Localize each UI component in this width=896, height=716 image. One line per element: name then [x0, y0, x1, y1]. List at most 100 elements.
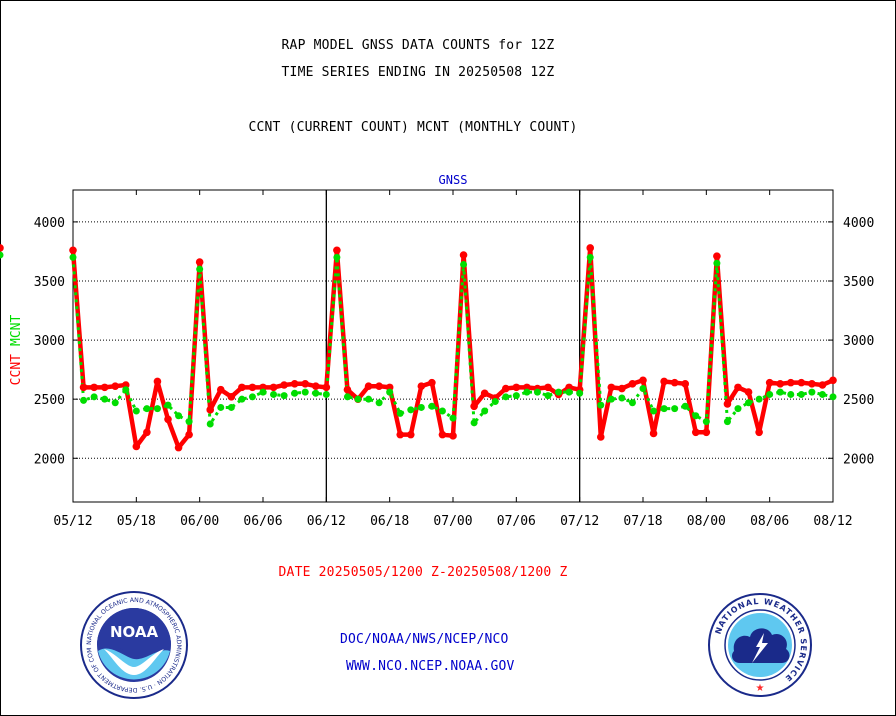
data-point-ccnt [248, 383, 257, 392]
data-point-mcnt [111, 399, 119, 407]
credit-line-1: DOC/NOAA/NWS/NCEP/NCO [340, 632, 509, 647]
data-point-mcnt [333, 253, 341, 261]
data-point-mcnt [206, 420, 214, 428]
y-axis-label-mcnt: MCNT [9, 315, 24, 346]
data-point-ccnt [227, 393, 236, 401]
data-point-mcnt [354, 395, 362, 403]
data-point-mcnt [808, 388, 816, 396]
data-point-mcnt [164, 401, 172, 409]
data-point-mcnt [291, 389, 299, 397]
xtick-label: 05/12 [53, 514, 92, 529]
noaa-logo-text: NOAA [110, 623, 159, 641]
data-point-ccnt [100, 383, 109, 392]
data-point-ccnt [501, 384, 510, 393]
data-point-ccnt [628, 380, 637, 388]
data-point-ccnt [449, 432, 457, 440]
data-point-ccnt [216, 385, 225, 394]
data-point-mcnt [597, 401, 605, 409]
nws-star-icon: ★ [756, 683, 765, 694]
data-point-ccnt [269, 383, 278, 392]
xtick-label: 08/00 [687, 514, 726, 529]
data-point-mcnt [607, 395, 615, 403]
data-point-mcnt [555, 388, 563, 396]
data-point-mcnt [523, 388, 531, 396]
data-point-ccnt [755, 428, 763, 437]
credit-line-2: WWW.NCO.NCEP.NOAA.GOV [346, 659, 515, 674]
data-point-ccnt [765, 378, 774, 387]
data-point-mcnt [702, 418, 710, 426]
data-point-mcnt [755, 395, 763, 403]
data-point-mcnt [818, 390, 826, 398]
data-point-ccnt [544, 383, 552, 392]
data-point-ccnt [797, 378, 806, 387]
data-point-mcnt [312, 389, 320, 397]
data-point-mcnt [438, 407, 446, 415]
xtick-label: 07/06 [497, 514, 536, 529]
data-point-mcnt [470, 419, 478, 427]
data-point-ccnt [174, 443, 183, 452]
data-point-mcnt [122, 386, 130, 394]
data-point-ccnt [69, 246, 77, 255]
xtick-label: 06/06 [243, 514, 282, 529]
data-point-mcnt [628, 399, 636, 407]
data-point-ccnt [723, 400, 732, 408]
data-point-ccnt [164, 415, 172, 424]
data-point-ccnt [322, 383, 331, 392]
data-point-ccnt [480, 389, 489, 398]
data-point-mcnt [692, 412, 700, 420]
xtick-label: 05/18 [117, 514, 156, 529]
data-point-mcnt [618, 394, 626, 402]
data-point-mcnt [343, 393, 351, 401]
ytick-label-left: 2000 [34, 452, 65, 467]
data-point-mcnt [69, 253, 77, 261]
data-point-ccnt [428, 378, 436, 387]
data-point-ccnt [111, 382, 120, 390]
data-point-mcnt [533, 388, 541, 396]
data-point-ccnt [713, 252, 721, 260]
data-point-ccnt [333, 246, 341, 255]
data-point-mcnt [481, 407, 489, 415]
ytick-label-right: 3000 [843, 334, 874, 349]
ytick-label-right: 2500 [843, 393, 874, 408]
data-point-mcnt [407, 406, 415, 414]
y-axis-label: CCNT MCNT [9, 315, 24, 386]
noaa-logo: NOAA NATIONAL OCEANIC AND ATMOSPHERIC AD… [80, 591, 188, 699]
data-point-mcnt [660, 405, 668, 413]
data-point-mcnt [322, 390, 330, 398]
data-point-mcnt [776, 388, 784, 396]
ytick-label-left: 4000 [34, 216, 65, 231]
data-point-ccnt [396, 430, 405, 439]
data-point-ccnt [406, 430, 415, 439]
data-point-mcnt [565, 388, 573, 396]
data-point-mcnt [428, 402, 436, 410]
data-point-ccnt [670, 378, 679, 387]
y-axis-label-ccnt: CCNT [9, 354, 24, 385]
data-point-ccnt [470, 402, 478, 411]
ytick-label-left: 2500 [34, 393, 65, 408]
data-point-mcnt [734, 405, 742, 413]
data-point-mcnt [449, 414, 457, 422]
panel-title: GNSS [439, 173, 468, 187]
data-point-ccnt [639, 376, 647, 385]
data-point-mcnt [153, 405, 161, 413]
xtick-label: 07/00 [433, 514, 472, 529]
data-point-mcnt [544, 392, 552, 400]
data-point-mcnt [586, 253, 594, 261]
data-point-ccnt [744, 388, 753, 396]
nws-logo: ★ NATIONAL WEATHER SERVICE [708, 593, 812, 697]
data-point-ccnt [185, 430, 193, 439]
xtick-label: 07/12 [560, 514, 599, 529]
data-point-ccnt [776, 380, 785, 388]
data-point-mcnt [301, 388, 309, 396]
chart-title-line2: TIME SERIES ENDING IN 20250508 12Z [281, 65, 555, 80]
data-point-ccnt [364, 382, 373, 390]
data-point-mcnt [502, 393, 510, 401]
data-point-ccnt [0, 244, 4, 252]
chart-subtitle: CCNT (CURRENT COUNT) MCNT (MONTHLY COUNT… [248, 120, 578, 135]
data-point-mcnt [143, 405, 151, 413]
data-point-mcnt [766, 390, 774, 398]
data-point-mcnt [417, 403, 425, 411]
data-point-ccnt [808, 380, 816, 388]
